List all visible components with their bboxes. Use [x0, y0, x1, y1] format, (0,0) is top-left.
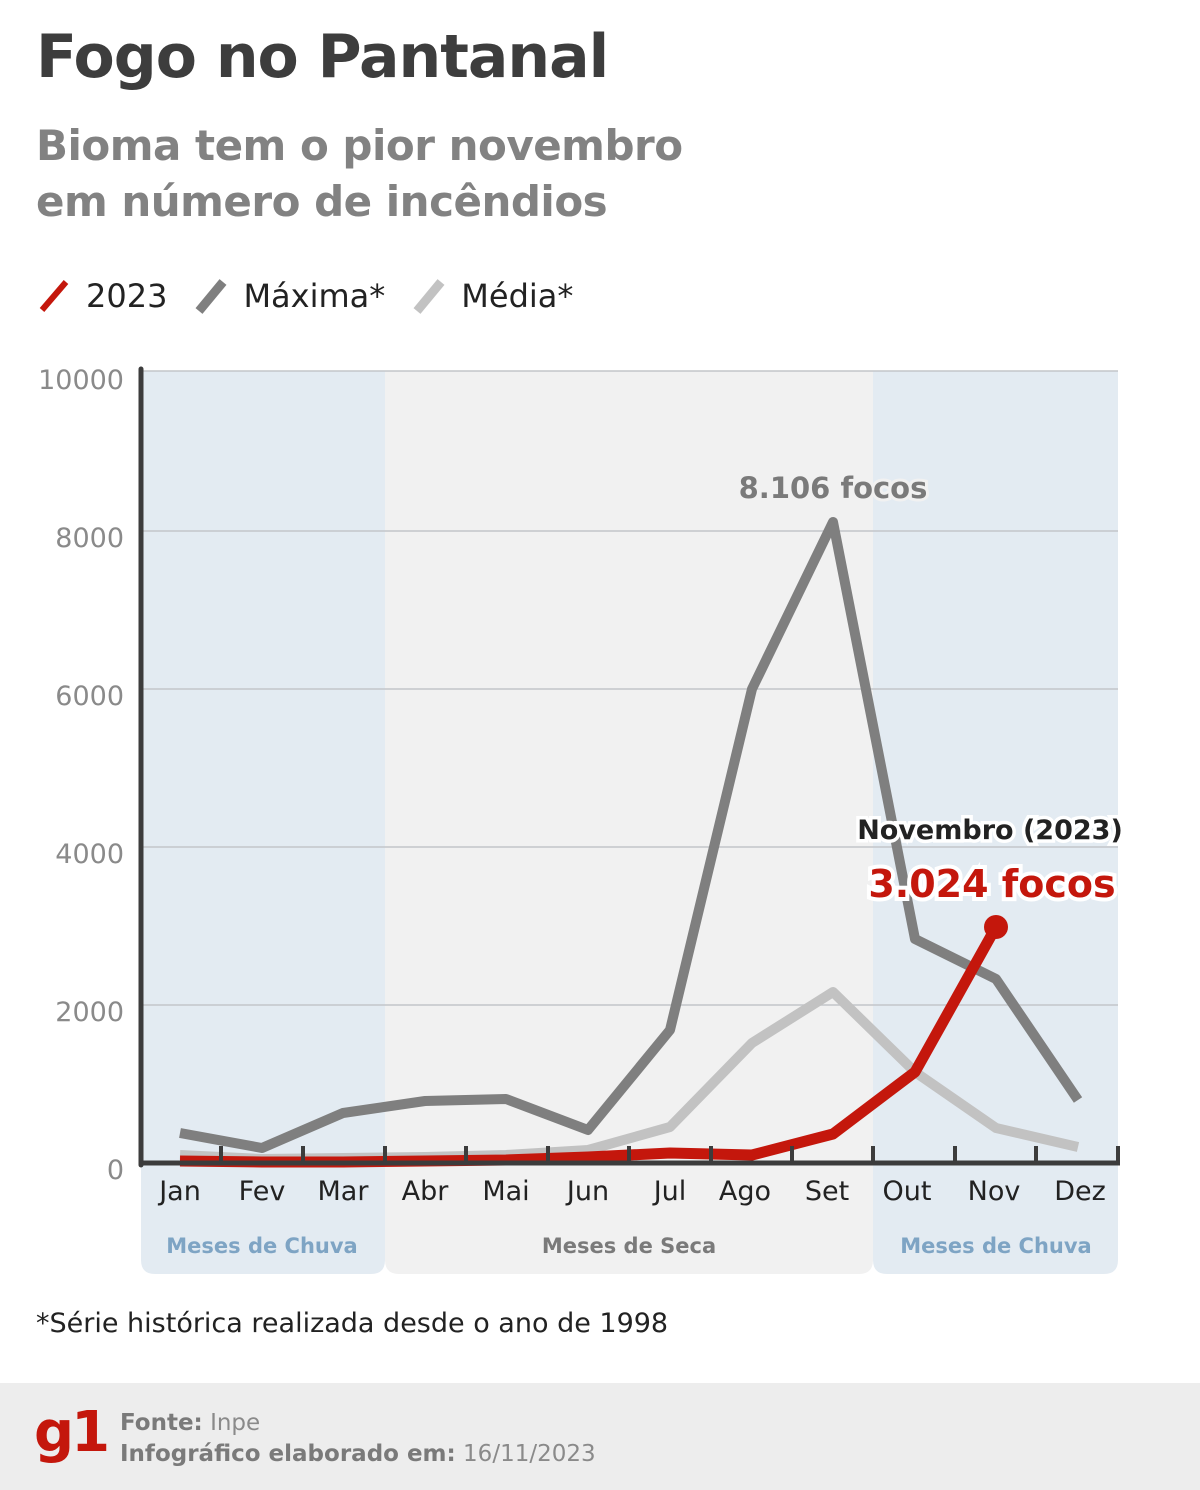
- svg-text:6000: 6000: [55, 681, 124, 712]
- chart-subtitle: Bioma tem o pior novembro em número de i…: [36, 118, 683, 230]
- subtitle-line-1: Bioma tem o pior novembro: [36, 121, 683, 170]
- legend-item-media: Média*: [411, 276, 573, 316]
- svg-text:8000: 8000: [55, 523, 124, 554]
- x-label: Mar: [318, 1176, 370, 1207]
- date-line: Infográfico elaborado em: 16/11/2023: [120, 1439, 596, 1470]
- x-label: Abr: [402, 1176, 450, 1207]
- svg-text:0: 0: [107, 1155, 124, 1186]
- legend: 2023 Máxima* Média*: [36, 276, 599, 316]
- svg-text:2000: 2000: [55, 997, 124, 1028]
- subtitle-line-2: em número de incêndios: [36, 177, 608, 226]
- legend-label: Média*: [461, 277, 574, 315]
- svg-text:10000: 10000: [38, 365, 124, 396]
- peak-annotation: 8.106 focos: [739, 471, 928, 505]
- legend-item-maxima: Máxima*: [193, 276, 385, 316]
- footnote: *Série histórica realizada desde o ano d…: [36, 1308, 669, 1339]
- x-label: Fev: [239, 1176, 286, 1207]
- legend-swatch-red-icon: [39, 280, 69, 312]
- x-label: Ago: [719, 1176, 771, 1207]
- nov-annotation-title: Novembro (2023): [857, 815, 1123, 846]
- x-axis-labels: Jan Fev Mar Abr Mai Jun Jul Ago Set Out …: [157, 1176, 1106, 1207]
- footer-bar: [0, 1383, 1200, 1490]
- axes: [138, 366, 1120, 1168]
- legend-swatch-darkgray-icon: [195, 279, 227, 314]
- series-maxima: [179, 517, 1083, 1153]
- source-block: Fonte: Inpe Infográfico elaborado em: 16…: [120, 1408, 596, 1470]
- x-label: Dez: [1054, 1176, 1106, 1207]
- source-value: Inpe: [210, 1410, 261, 1436]
- source-line: Fonte: Inpe: [120, 1408, 596, 1439]
- gridlines: [141, 370, 1118, 1006]
- line-chart: 10000 8000 6000 4000 2000 0: [38, 365, 1123, 1274]
- legend-label: Máxima*: [243, 277, 386, 315]
- x-label: Set: [805, 1176, 849, 1207]
- season-label-dry: Meses de Seca: [542, 1234, 716, 1258]
- x-label: Jul: [652, 1176, 687, 1207]
- legend-swatch-lightgray-icon: [413, 279, 445, 314]
- x-label: Mai: [482, 1176, 529, 1207]
- source-label: Fonte:: [120, 1410, 203, 1436]
- y-axis-labels: 10000 8000 6000 4000 2000 0: [38, 365, 124, 1186]
- date-label: Infográfico elaborado em:: [120, 1441, 456, 1467]
- legend-label: 2023: [86, 277, 168, 315]
- rain-band-left: [141, 371, 385, 1274]
- x-label: Nov: [968, 1176, 1021, 1207]
- x-label: Jun: [565, 1176, 609, 1207]
- chart-title: Fogo no Pantanal: [36, 22, 609, 92]
- season-label-rain-1: Meses de Chuva: [166, 1234, 357, 1258]
- date-value: 16/11/2023: [463, 1441, 596, 1467]
- g1-logo: g1: [34, 1400, 110, 1465]
- nov-annotation-value: 3.024 focos: [868, 862, 1115, 906]
- x-label: Jan: [157, 1176, 201, 1207]
- svg-text:4000: 4000: [55, 839, 124, 870]
- season-label-rain-2: Meses de Chuva: [900, 1234, 1091, 1258]
- nov-2023-marker: [984, 915, 1008, 939]
- x-label: Out: [883, 1176, 932, 1207]
- legend-item-2023: 2023: [36, 276, 167, 316]
